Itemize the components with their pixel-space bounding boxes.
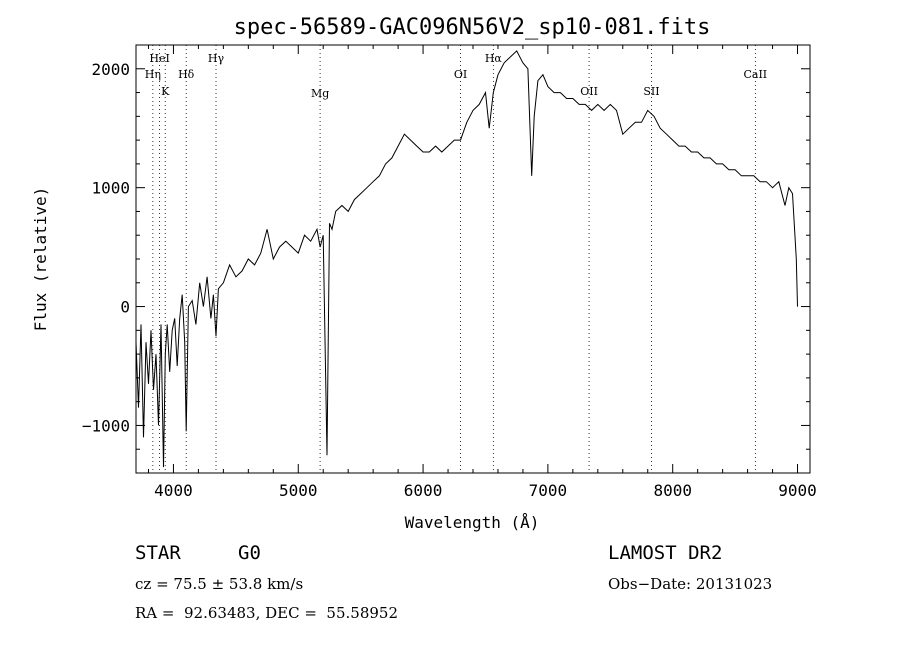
spectral-line-label: OII (580, 85, 598, 98)
spectral-line-label: HeI (149, 52, 169, 65)
x-tick-label: 9000 (778, 481, 817, 500)
y-tick-label: −1000 (82, 416, 130, 435)
spectral-line-label: CaII (743, 68, 767, 81)
spectral-line-markers (152, 45, 756, 473)
y-axis-label: Flux (relative) (31, 187, 50, 332)
spectral-line-label: Hα (485, 52, 503, 65)
spectral-line-label: Mg (311, 87, 329, 100)
spectral-line-labels: HeI HηK Hδ Hγ Mg OI Hα OII SII CaII (145, 52, 767, 100)
object-subclass: G0 (238, 542, 261, 564)
spectrum-series (135, 50, 798, 468)
coordinates: RA = 92.63483, DEC = 55.58952 (135, 604, 399, 622)
spectral-line-label: Hη (145, 68, 161, 81)
spectrum-line (135, 50, 798, 468)
spectral-line-label: OI (454, 68, 467, 81)
survey-name: LAMOST DR2 (608, 542, 723, 564)
y-tick-label: 1000 (91, 179, 130, 198)
x-axis-label: Wavelength (Å) (405, 513, 540, 532)
obs-date: Obs−Date: 20131023 (608, 575, 773, 593)
redshift-text: cz = 75.5 ± 53.8 km/s (135, 575, 304, 593)
spectral-line-label: K (161, 85, 170, 98)
x-tick-label: 6000 (404, 481, 443, 500)
spectral-line-label: SII (643, 85, 659, 98)
chart-title: spec-56589-GAC096N56V2_sp10-081.fits (234, 15, 711, 40)
axis-ticks: 4000 5000 6000 7000 8000 9000 −1000 0 1000 2000 (82, 44, 817, 500)
plot-frame (135, 44, 811, 474)
x-tick-label: 7000 (529, 481, 568, 500)
object-class: STAR (135, 542, 181, 564)
spectral-line-label: Hγ (208, 52, 225, 65)
x-tick-label: 5000 (279, 481, 318, 500)
y-tick-label: 2000 (91, 60, 130, 79)
x-tick-label: 4000 (154, 481, 193, 500)
x-tick-label: 8000 (653, 481, 692, 500)
y-tick-label: 0 (120, 298, 130, 317)
spectral-line-label: Hδ (178, 68, 195, 81)
